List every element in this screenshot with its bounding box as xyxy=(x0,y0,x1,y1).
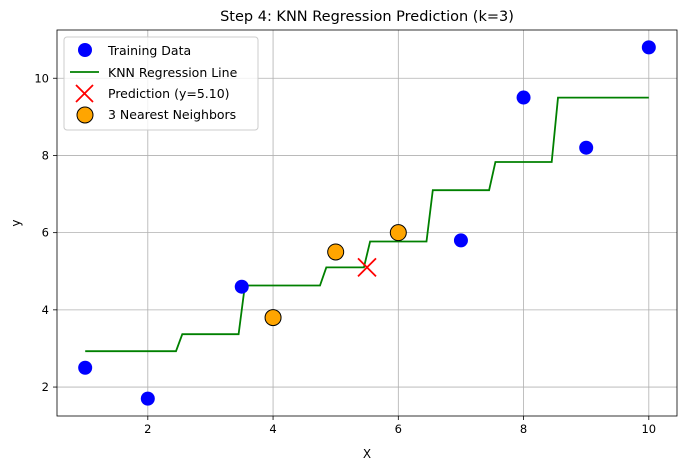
training-point xyxy=(641,40,656,55)
training-point xyxy=(453,233,468,248)
axis-ticks: 2 4 6 8 10 2 4 6 8 10 xyxy=(34,71,656,436)
training-point xyxy=(516,90,531,105)
legend-frame xyxy=(63,36,259,131)
legend: Training Data KNN Regression Line Predic… xyxy=(63,36,259,131)
x-tick-label: 8 xyxy=(520,422,527,436)
legend-prediction-label: Prediction (y=5.10) xyxy=(108,86,230,101)
regression-line-layer xyxy=(85,96,649,353)
legend-line-label: KNN Regression Line xyxy=(108,65,238,80)
legend-training-marker xyxy=(78,43,92,57)
grid-lines xyxy=(57,30,677,416)
training-point xyxy=(140,391,155,406)
prediction-marker-stroke xyxy=(357,257,377,278)
nearest-neighbor-point xyxy=(327,243,345,261)
y-tick-label: 10 xyxy=(34,71,49,85)
legend-neighbors-label: 3 Nearest Neighbors xyxy=(108,107,236,122)
nearest-neighbor-point xyxy=(264,309,282,327)
training-point xyxy=(78,360,93,375)
legend-neighbors-marker xyxy=(76,106,94,124)
y-axis-label: y xyxy=(9,219,23,226)
x-axis-label: X xyxy=(363,447,371,461)
prediction-marker xyxy=(357,257,377,278)
knn-regression-line xyxy=(85,96,649,353)
y-tick-label: 6 xyxy=(42,226,49,240)
training-point xyxy=(234,279,249,294)
plot-area-frame xyxy=(56,29,678,417)
y-tick-label: 4 xyxy=(42,303,49,317)
x-tick-label: 2 xyxy=(144,422,151,436)
chart-title: Step 4: KNN Regression Prediction (k=3) xyxy=(220,9,514,25)
x-tick-label: 6 xyxy=(395,422,402,436)
x-tick-label: 10 xyxy=(641,422,656,436)
y-tick-label: 2 xyxy=(42,380,49,394)
legend-prediction-marker xyxy=(75,84,94,103)
nearest-neighbor-point xyxy=(389,224,407,242)
points-layer xyxy=(78,40,656,406)
x-tick-label: 4 xyxy=(269,422,276,436)
training-point xyxy=(579,140,594,155)
legend-training-label: Training Data xyxy=(107,43,191,58)
y-tick-label: 8 xyxy=(42,148,49,162)
